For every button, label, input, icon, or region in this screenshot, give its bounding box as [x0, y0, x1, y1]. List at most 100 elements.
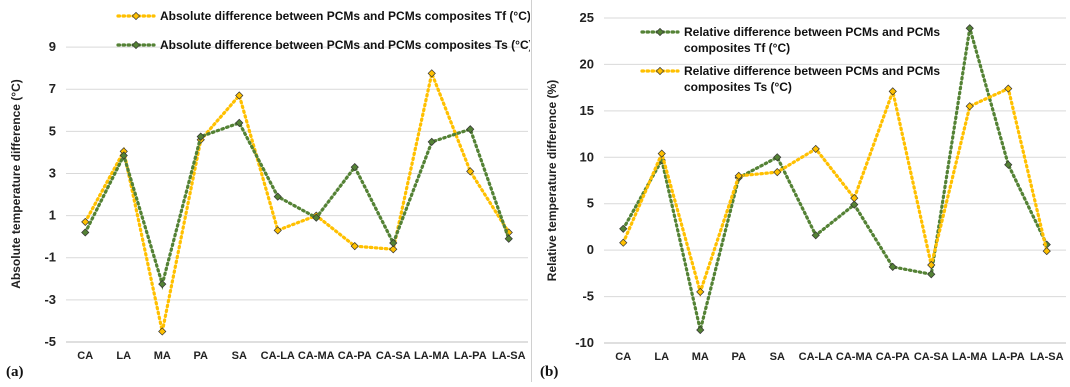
y-tick-label: 1 — [49, 208, 56, 223]
data-point — [466, 167, 475, 176]
data-point — [389, 238, 398, 248]
data-point — [389, 245, 398, 254]
y-tick-label: -1 — [44, 250, 56, 265]
y-tick-label: -5 — [44, 334, 56, 349]
series-2 — [619, 84, 1051, 298]
legend-label: Relative difference between PCMs and PCM… — [684, 64, 940, 94]
data-point — [350, 163, 359, 172]
data-point — [850, 200, 859, 209]
data-point — [965, 102, 974, 111]
x-tick-label: PA — [194, 350, 209, 362]
legend-label: Relative difference between PCMs and PCM… — [684, 25, 940, 55]
data-point — [1042, 246, 1051, 256]
x-tick-label: CA-PA — [338, 350, 372, 362]
x-tick-label: MA — [692, 351, 709, 363]
y-tick-label: 5 — [587, 196, 594, 211]
chart-panel-b: -10 -5 0 5 10 15 20 25 CA LA MA PA SA CA-LA CA-MA CA-PA… — [534, 0, 1070, 382]
data-point — [927, 270, 936, 279]
y-tick-label: 20 — [580, 56, 594, 71]
y-tick-label: -3 — [44, 292, 56, 307]
data-point — [119, 151, 128, 160]
data-point — [1004, 160, 1013, 169]
x-tick-label: LA — [654, 351, 669, 363]
x-tick-label: CA-MA — [298, 350, 335, 362]
data-point — [657, 149, 666, 158]
data-point — [773, 168, 782, 177]
y-tick-label: 7 — [49, 81, 56, 96]
y-tick-label: 9 — [49, 39, 56, 54]
data-point — [81, 228, 90, 237]
data-point — [696, 287, 705, 297]
legend-label-line: composites Ts (°C) — [684, 80, 792, 94]
y-axis-label: Absolute temperature difference (°C) — [9, 79, 23, 289]
x-tick-label: CA-SA — [914, 351, 949, 363]
data-point — [427, 137, 436, 146]
data-point — [811, 144, 820, 154]
legend-marker — [655, 27, 665, 37]
data-point — [81, 217, 90, 227]
y-tick-label: 3 — [49, 165, 56, 180]
y-tick-label: 15 — [580, 103, 594, 118]
data-point — [696, 325, 705, 335]
legend-label-line: Relative difference between PCMs and PCM… — [684, 25, 940, 39]
legend-label-line: composites Tf (°C) — [684, 41, 790, 55]
data-point — [427, 69, 436, 78]
data-point — [927, 260, 936, 270]
legend-label-line: Relative difference between PCMs and PCM… — [684, 64, 940, 78]
x-tick-label: LA — [116, 350, 131, 362]
x-tick-label: LA-PA — [454, 350, 487, 362]
x-tick-label: CA-LA — [799, 351, 833, 363]
data-point — [273, 192, 282, 201]
data-point — [235, 118, 244, 128]
x-tick-label: LA-SA — [492, 350, 526, 362]
data-point — [811, 231, 820, 240]
legend-label: Absolute difference between PCMs and PCM… — [160, 38, 530, 52]
y-tick-label: -10 — [575, 335, 594, 350]
x-tick-label: CA-MA — [836, 351, 873, 363]
data-point — [350, 242, 359, 251]
data-point — [734, 171, 743, 180]
x-tick-label: PA — [732, 351, 747, 363]
chart-a-svg: -5 -3 -1 1 3 5 7 9 CA LA MA PA SA CA-LA CA-MA CA-PA CA-S… — [6, 9, 533, 380]
y-tick-label: 25 — [580, 10, 594, 25]
y-tick-label: 10 — [580, 149, 594, 164]
series-line — [83, 120, 511, 291]
y-tick-label: 0 — [587, 242, 594, 257]
x-tick-label: SA — [232, 350, 247, 362]
x-tick-label: CA — [77, 350, 93, 362]
x-tick-label: LA-PA — [992, 351, 1025, 363]
x-tick-label: LA-MA — [952, 351, 987, 363]
legend-label: Absolute difference between PCMs and PCM… — [160, 9, 530, 23]
x-tick-label: CA — [615, 351, 631, 363]
x-tick-label: LA-MA — [414, 350, 449, 362]
chart-panel-a: -5 -3 -1 1 3 5 7 9 CA LA MA PA SA CA-LA CA-MA CA-PA CA-S… — [0, 0, 533, 382]
legend-marker — [131, 11, 141, 21]
series-2 — [81, 118, 513, 291]
series-line — [621, 85, 1049, 298]
data-point — [965, 24, 974, 33]
series-line — [621, 27, 1049, 331]
y-tick-label: -5 — [582, 289, 594, 304]
series-line — [83, 67, 511, 332]
legend-marker — [131, 40, 141, 50]
x-tick-label: CA-SA — [376, 350, 411, 362]
legend-marker — [655, 66, 665, 76]
x-tick-label: CA-LA — [261, 350, 295, 362]
data-point — [196, 132, 205, 141]
data-point — [273, 226, 282, 235]
data-point — [619, 238, 628, 247]
data-point — [158, 279, 167, 289]
data-point — [888, 87, 897, 96]
legend-entry-1: Relative difference between PCMs and PCM… — [640, 25, 940, 55]
data-point — [850, 194, 859, 203]
x-tick-label: LA-SA — [1030, 351, 1064, 363]
data-point — [1004, 84, 1013, 93]
data-point — [504, 234, 513, 243]
y-tick-label: 5 — [49, 123, 56, 138]
panel-label: (b) — [540, 364, 558, 380]
y-axis-label: Relative temperature difference (%) — [545, 80, 559, 281]
panel-divider — [531, 0, 532, 382]
chart-b-svg: -10 -5 0 5 10 15 20 25 CA LA MA PA SA CA-LA CA-MA CA-PA… — [540, 10, 1066, 380]
data-point — [158, 327, 167, 336]
x-tick-label: SA — [770, 351, 785, 363]
